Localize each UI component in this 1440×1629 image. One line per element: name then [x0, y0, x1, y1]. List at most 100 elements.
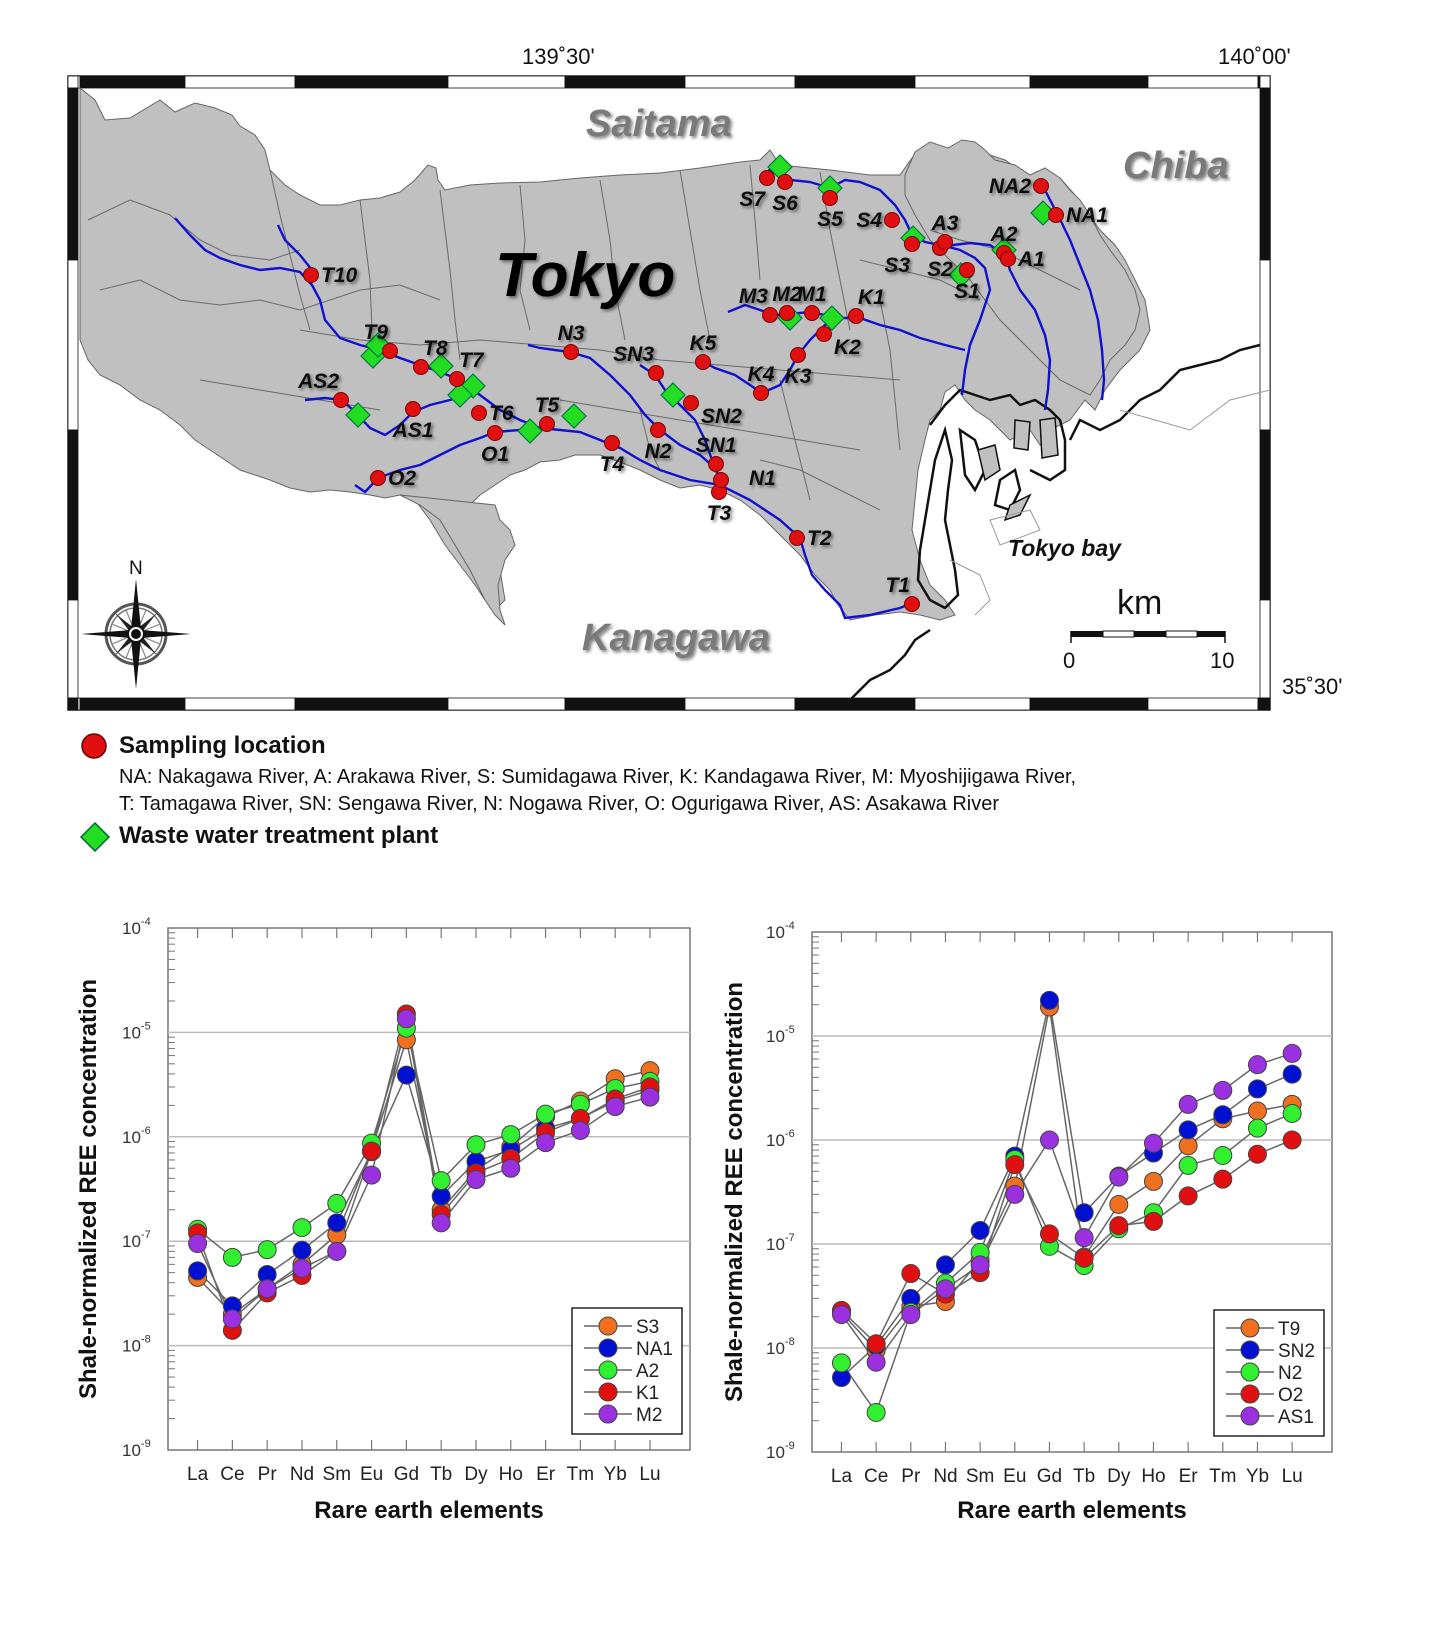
legend-marker [1240, 1318, 1260, 1338]
sampling-site-marker[interactable] [449, 371, 465, 387]
sampling-site-as1[interactable]: AS1 [392, 401, 434, 443]
sampling-site-t8[interactable]: T8 [413, 337, 448, 375]
sampling-site-marker[interactable] [959, 262, 975, 278]
sampling-site-s1[interactable]: S1 [954, 262, 980, 304]
sampling-site-na2[interactable]: NA2 [989, 175, 1049, 198]
sampling-site-na1[interactable]: NA1 [1048, 204, 1109, 227]
point-sn2-nd [935, 1255, 955, 1275]
compass-rose-icon: N [81, 558, 191, 689]
treatment-plant-marker [660, 382, 686, 408]
sampling-site-t7[interactable]: T7 [449, 349, 485, 387]
sampling-site-k2[interactable]: K2 [816, 326, 862, 360]
sampling-site-s7[interactable]: S7 [739, 170, 775, 212]
sampling-site-label: K3 [785, 365, 812, 388]
sampling-site-s5[interactable]: S5 [817, 190, 843, 232]
sampling-site-marker[interactable] [779, 305, 795, 321]
sampling-site-n3[interactable]: N3 [558, 322, 585, 360]
sampling-site-marker[interactable] [904, 236, 920, 252]
sampling-site-marker[interactable] [884, 212, 900, 228]
bay-outlines [949, 389, 1271, 616]
sampling-site-label: NA2 [989, 175, 1031, 198]
sampling-site-a3[interactable]: A3 [931, 212, 959, 250]
sampling-site-marker[interactable] [471, 405, 487, 421]
sampling-site-k1[interactable]: K1 [848, 286, 885, 324]
sampling-site-a1[interactable]: A1 [1000, 248, 1045, 271]
sampling-site-as2[interactable]: AS2 [297, 370, 349, 408]
sampling-site-k4[interactable]: K4 [748, 363, 775, 401]
point-t9-ho [1143, 1171, 1163, 1191]
sampling-site-k3[interactable]: K3 [785, 347, 812, 389]
sampling-site-marker[interactable] [604, 435, 620, 451]
sampling-site-marker[interactable] [790, 347, 806, 363]
sampling-site-t6[interactable]: T6 [471, 402, 514, 425]
sampling-site-marker[interactable] [848, 308, 864, 324]
sampling-site-marker[interactable] [762, 307, 778, 323]
sampling-site-marker[interactable] [904, 596, 920, 612]
legend-marker [598, 1360, 618, 1380]
sampling-site-t5[interactable]: T5 [535, 394, 560, 432]
sampling-site-sn1[interactable]: SN1 [696, 434, 737, 472]
sampling-site-k5[interactable]: K5 [690, 332, 717, 370]
sampling-site-marker[interactable] [759, 170, 775, 186]
sampling-site-marker[interactable] [382, 343, 398, 359]
sampling-site-t1[interactable]: T1 [885, 574, 920, 612]
sampling-site-marker[interactable] [683, 395, 699, 411]
sampling-site-marker[interactable] [413, 359, 429, 375]
sampling-site-marker[interactable] [1033, 178, 1049, 194]
treatment-plant-marker [819, 305, 845, 331]
x-tick-label: Ce [220, 1464, 244, 1485]
point-m2-tm [570, 1120, 590, 1140]
sampling-site-m2[interactable]: M2 [772, 283, 802, 321]
point-as1-yb [1247, 1055, 1267, 1075]
sampling-site-label: M3 [739, 285, 768, 308]
sampling-site-marker[interactable] [405, 401, 421, 417]
sampling-site-marker[interactable] [333, 392, 349, 408]
sampling-site-m1[interactable]: M1 [797, 283, 827, 321]
sampling-site-marker[interactable] [1048, 207, 1064, 223]
sampling-site-n2[interactable]: N2 [645, 422, 672, 464]
sampling-site-marker[interactable] [822, 190, 838, 206]
sampling-site-marker[interactable] [1000, 251, 1016, 267]
sampling-site-t3[interactable]: T3 [707, 484, 732, 526]
sampling-site-marker[interactable] [303, 267, 319, 283]
sampling-site-t4[interactable]: T4 [600, 435, 625, 477]
sampling-site-marker[interactable] [370, 470, 386, 486]
sampling-site-marker[interactable] [563, 344, 579, 360]
sampling-site-marker[interactable] [753, 385, 769, 401]
sampling-site-label: A1 [1017, 248, 1045, 271]
point-t9-er [1178, 1136, 1198, 1156]
point-sn2-er [1178, 1120, 1198, 1140]
sampling-site-s3[interactable]: S3 [884, 236, 920, 278]
sampling-site-marker[interactable] [487, 425, 503, 441]
sampling-site-marker[interactable] [695, 354, 711, 370]
x-tick-label: Dy [464, 1464, 488, 1485]
sampling-site-s4[interactable]: S4 [856, 209, 900, 232]
sampling-site-label: K1 [858, 286, 885, 309]
sampling-site-m3[interactable]: M3 [739, 285, 778, 323]
point-o2-ho [1143, 1211, 1163, 1231]
sampling-site-t10[interactable]: T10 [303, 264, 358, 287]
sampling-site-marker[interactable] [816, 326, 832, 342]
sampling-site-t2[interactable]: T2 [789, 527, 832, 550]
sampling-site-marker[interactable] [708, 456, 724, 472]
sampling-site-marker[interactable] [539, 416, 555, 432]
point-as1-la [831, 1304, 851, 1324]
label-tokyo-bay: Tokyo bay [1008, 535, 1122, 561]
sampling-site-marker[interactable] [777, 174, 793, 190]
sampling-site-marker[interactable] [789, 530, 805, 546]
sampling-site-sn2[interactable]: SN2 [683, 395, 743, 429]
sampling-site-label: A3 [931, 212, 959, 235]
sampling-site-n1[interactable]: N1 [713, 467, 776, 490]
treatment-plant-marker [561, 403, 587, 429]
sampling-site-o2[interactable]: O2 [370, 467, 417, 490]
sampling-site-o1[interactable]: O1 [481, 425, 509, 467]
sampling-site-s6[interactable]: S6 [772, 174, 798, 216]
sampling-site-t9[interactable]: T9 [363, 321, 398, 359]
sampling-site-marker[interactable] [648, 365, 664, 381]
sampling-site-marker[interactable] [937, 234, 953, 250]
sampling-site-marker[interactable] [650, 422, 666, 438]
sampling-site-marker[interactable] [804, 305, 820, 321]
sampling-site-marker[interactable] [713, 472, 729, 488]
sampling-site-sn3[interactable]: SN3 [613, 343, 664, 381]
